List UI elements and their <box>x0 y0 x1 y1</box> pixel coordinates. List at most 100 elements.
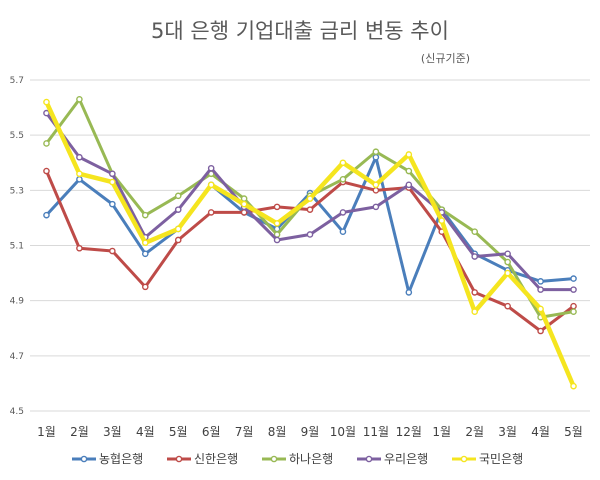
chart-subtitle: (신규기준) <box>421 52 470 65</box>
legend: 농협은행 신한은행 하나은행 우리은행 국민은행 <box>72 451 523 466</box>
legend-label: 하나은행 <box>289 451 333 466</box>
x-tick-label: 3월 <box>103 425 122 439</box>
legend-item: 국민은행 <box>452 451 523 466</box>
y-tick-label: 5.1 <box>10 242 24 252</box>
data-point <box>372 181 380 189</box>
data-point <box>43 167 50 175</box>
x-tick-label: 8월 <box>268 425 287 439</box>
x-tick-label: 5월 <box>169 425 188 439</box>
data-point <box>471 289 479 296</box>
x-tick-label: 2월 <box>70 425 89 439</box>
legend-marker <box>175 455 183 463</box>
data-point <box>109 247 116 255</box>
data-point <box>76 170 83 178</box>
legend-label: 우리은행 <box>384 451 428 466</box>
data-point <box>109 200 116 208</box>
data-point <box>76 175 83 183</box>
data-point <box>273 220 281 227</box>
data-point <box>174 236 182 244</box>
data-point <box>141 250 149 258</box>
chart-title: 5대 은행 기업대출 금리 변동 추이 <box>151 19 449 43</box>
legend-item: 농협은행 <box>72 451 143 466</box>
data-point <box>76 153 83 161</box>
data-point <box>273 236 281 244</box>
x-tick-label: 10월 <box>330 425 356 439</box>
legend-label: 농협은행 <box>99 451 143 466</box>
data-point <box>76 96 83 103</box>
series-1 <box>43 153 577 296</box>
y-tick-label: 5.5 <box>10 131 24 141</box>
data-point <box>306 231 314 238</box>
data-point <box>141 211 149 219</box>
data-point <box>76 244 83 252</box>
data-point <box>504 269 511 277</box>
legend-marker <box>460 455 468 463</box>
y-tick-label: 5.7 <box>10 76 24 86</box>
series-line <box>44 99 576 389</box>
series-5 <box>43 98 577 390</box>
data-point <box>504 302 511 310</box>
data-point <box>372 203 380 211</box>
data-point <box>43 98 50 106</box>
data-point <box>471 308 479 316</box>
data-point <box>174 192 182 200</box>
data-point <box>174 206 182 213</box>
x-tick-label: 1월 <box>37 425 56 439</box>
data-point <box>570 302 577 310</box>
data-point <box>405 167 413 175</box>
x-tick-label: 3월 <box>498 425 517 439</box>
series-4 <box>43 109 577 293</box>
data-point <box>372 187 380 194</box>
data-point <box>405 151 413 158</box>
data-point <box>504 258 511 266</box>
data-point <box>438 217 446 224</box>
x-tick-label: 6월 <box>202 425 221 439</box>
grid-layer: 4.5 4.7 4.9 5.1 5.3 5.5 5.7 <box>10 76 590 417</box>
x-tick-label: 9월 <box>301 425 320 439</box>
legend-marker <box>270 455 278 463</box>
data-point <box>273 203 281 211</box>
data-point <box>207 164 215 172</box>
data-point <box>43 140 50 147</box>
data-point <box>306 195 314 202</box>
data-point <box>207 209 215 216</box>
data-point <box>570 275 577 282</box>
x-tick-label: 1월 <box>432 425 451 439</box>
data-point <box>537 286 544 293</box>
data-point <box>240 195 248 202</box>
data-point <box>141 239 149 247</box>
data-point <box>471 253 479 260</box>
data-point <box>339 175 347 183</box>
data-point <box>405 181 413 189</box>
data-point <box>537 278 544 285</box>
data-point <box>372 148 380 156</box>
legend-item: 우리은행 <box>357 451 428 466</box>
y-tick-label: 4.5 <box>10 407 24 417</box>
data-point <box>174 225 182 233</box>
data-point <box>405 289 413 296</box>
x-tick-label: 4월 <box>531 425 550 439</box>
data-point <box>570 382 577 390</box>
legend-label: 신한은행 <box>194 451 238 466</box>
data-point <box>570 286 577 293</box>
y-tick-label: 5.3 <box>10 186 24 196</box>
data-point <box>306 206 314 213</box>
data-point <box>339 209 347 216</box>
data-point <box>109 170 116 178</box>
data-point <box>570 308 577 316</box>
data-point <box>537 327 544 335</box>
series-line <box>44 155 576 294</box>
data-point <box>471 228 479 236</box>
x-tick-label: 5월 <box>564 425 583 439</box>
x-tick-label: 2월 <box>465 425 484 439</box>
x-axis: 1월 2월 3월 4월 5월 6월 7월 8월 9월 10월 11월 12월 1월 2월 3월 4월 5월 <box>37 425 583 439</box>
data-point <box>240 200 248 208</box>
x-tick-label: 12월 <box>396 425 422 439</box>
series-layer <box>43 96 577 390</box>
data-point <box>109 178 116 186</box>
data-point <box>207 181 215 189</box>
data-point <box>372 153 380 161</box>
y-tick-label: 4.7 <box>10 352 24 362</box>
legend-label: 국민은행 <box>479 451 523 466</box>
